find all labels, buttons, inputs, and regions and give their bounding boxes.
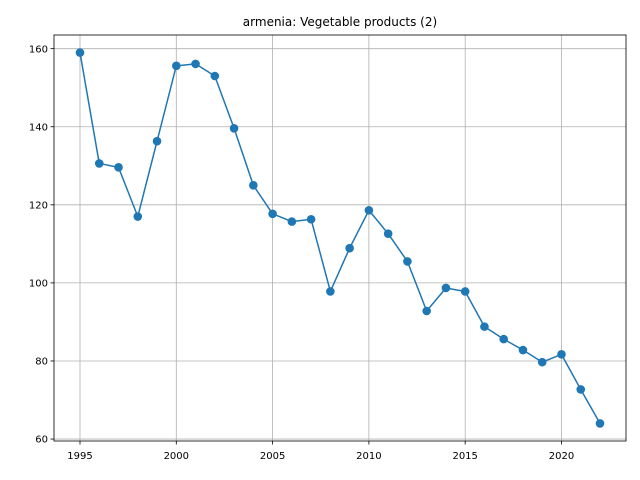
y-tick-label: 160: [29, 44, 48, 55]
data-point: [518, 345, 528, 355]
data-point: [114, 163, 123, 172]
axis-ticks: 1995 2000 2005 2010 2015 2020 60 80 100 120 140 160: [29, 44, 574, 462]
x-tick-label: 2005: [260, 451, 285, 462]
data-point: [403, 257, 412, 266]
data-point: [441, 283, 451, 293]
data-point: [499, 334, 509, 344]
data-point: [383, 229, 393, 239]
data-point: [152, 136, 162, 146]
data-point: [557, 350, 566, 359]
data-point: [537, 357, 547, 367]
plot-area-background: [54, 35, 626, 441]
data-point: [345, 243, 354, 253]
data-point: [75, 48, 85, 57]
data-point: [210, 71, 220, 81]
data-point: [133, 212, 143, 221]
series-line: [79, 52, 601, 424]
x-tick-label: 2000: [164, 451, 189, 462]
data-point: [480, 322, 489, 331]
x-tick-label: 1995: [67, 451, 92, 462]
data-point: [287, 217, 297, 226]
data-point: [422, 306, 431, 316]
data-point: [460, 287, 470, 296]
y-tick-label: 60: [35, 435, 48, 446]
data-point: [249, 180, 258, 190]
series-layer: [75, 48, 605, 428]
data-point: [576, 385, 586, 394]
chart-title: armenia: Vegetable products (2): [243, 15, 437, 29]
y-tick-label: 80: [35, 357, 48, 368]
x-tick-label: 2020: [549, 451, 574, 462]
data-point: [595, 419, 605, 428]
data-point: [306, 214, 316, 224]
axes-frame: [53, 34, 627, 442]
y-tick-label: 140: [29, 122, 48, 133]
grid-lines: [54, 35, 626, 441]
x-tick-label: 2010: [356, 451, 381, 462]
y-tick-label: 120: [29, 200, 48, 211]
data-point: [268, 209, 277, 219]
data-point: [191, 59, 200, 69]
data-point: [326, 287, 335, 296]
data-point: [171, 61, 181, 71]
data-point: [229, 124, 239, 133]
y-tick-label: 100: [29, 278, 48, 289]
x-tick-label: 2015: [452, 451, 477, 462]
data-point: [94, 159, 104, 168]
data-point: [364, 205, 374, 215]
